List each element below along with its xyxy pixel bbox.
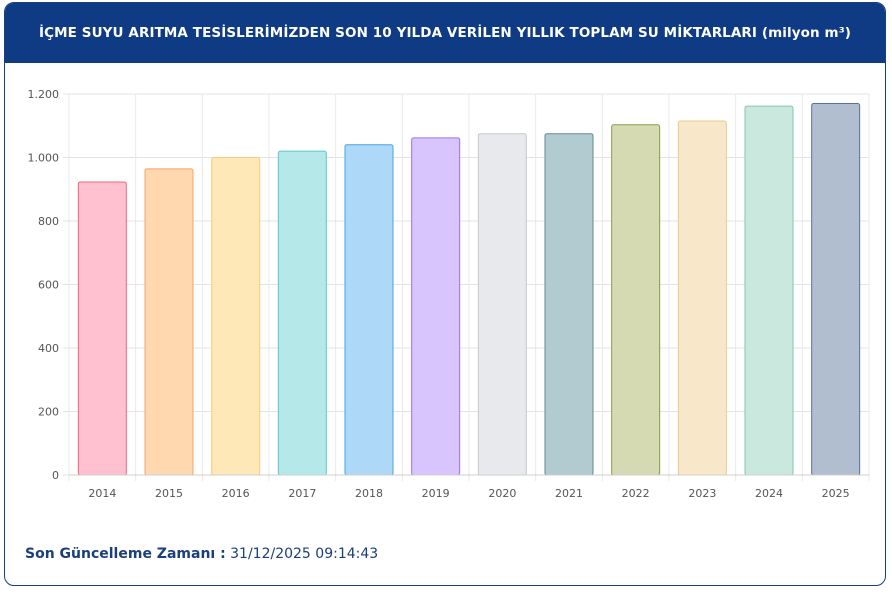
y-tick-label: 800 [38, 215, 59, 228]
bar-2016 [211, 157, 261, 476]
y-tick-label: 600 [38, 279, 59, 292]
y-tick-label: 1.200 [28, 88, 60, 101]
chart-title: İÇME SUYU ARITMA TESİSLERİMİZDEN SON 10 … [5, 3, 885, 63]
y-tick-label: 200 [38, 406, 59, 419]
chart-area: 0 200 400 600 800 1.000 1.200 2014 2015 2016 2017 2… [5, 65, 885, 515]
bar-2022 [611, 124, 661, 476]
bar-2021 [544, 133, 594, 476]
bar-chart: 0 200 400 600 800 1.000 1.200 2014 2015 2016 2017 2… [28, 88, 870, 500]
y-tick-label: 400 [38, 342, 59, 355]
bar-2023 [677, 120, 727, 476]
x-tick-label: 2024 [755, 487, 783, 500]
bar-2014 [77, 181, 127, 476]
y-tick-label: 1.000 [28, 152, 60, 165]
x-tick-label: 2019 [422, 487, 450, 500]
x-tick-label: 2022 [622, 487, 650, 500]
x-tick-label: 2018 [355, 487, 383, 500]
x-tick-label: 2025 [822, 487, 850, 500]
x-tick-label: 2014 [88, 487, 116, 500]
chart-card: İÇME SUYU ARITMA TESİSLERİMİZDEN SON 10 … [4, 2, 886, 586]
x-tick-label: 2023 [688, 487, 716, 500]
bar-2024 [744, 105, 794, 476]
bar-2020 [477, 133, 527, 476]
last-updated-value: 31/12/2025 09:14:43 [230, 546, 379, 562]
y-tick-label: 0 [52, 469, 59, 482]
x-tick-label: 2021 [555, 487, 583, 500]
x-tick-label: 2016 [222, 487, 250, 500]
bar-2017 [277, 150, 327, 476]
bar-2015 [144, 168, 194, 476]
bar-2018 [344, 144, 394, 476]
bar-2019 [411, 137, 461, 476]
x-tick-label: 2015 [155, 487, 183, 500]
bar-2025 [811, 103, 861, 476]
last-updated-label: Son Güncelleme Zamanı : [25, 546, 226, 562]
last-updated: Son Güncelleme Zamanı : 31/12/2025 09:14… [25, 546, 378, 562]
x-tick-label: 2017 [288, 487, 316, 500]
x-tick-label: 2020 [488, 487, 516, 500]
